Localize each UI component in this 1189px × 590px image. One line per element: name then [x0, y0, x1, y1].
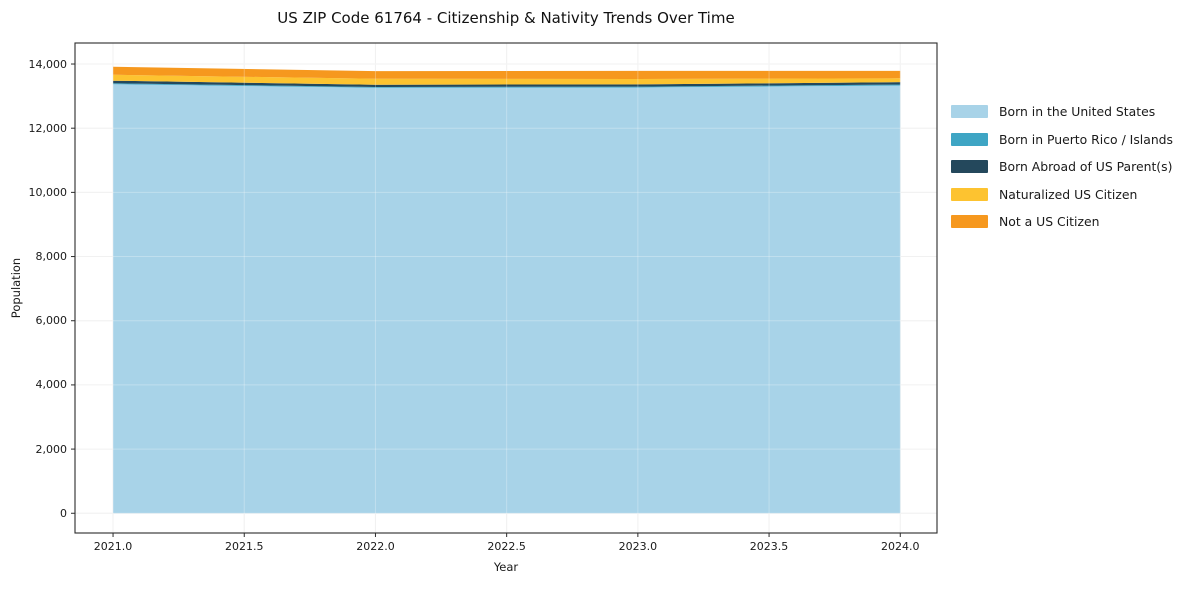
x-tick-label: 2021.5	[225, 540, 264, 553]
legend-item-born-in-the-united-states: Born in the United States	[951, 105, 1173, 118]
area-born-in-puerto-rico-islands	[113, 83, 901, 88]
area-born-abroad-of-us-parent-s	[113, 80, 901, 87]
y-tick-label: 10,000	[28, 185, 68, 199]
plot-border	[74, 42, 938, 534]
legend-item-label: Born in the United States	[999, 104, 1156, 119]
legend-item-label: Not a US Citizen	[999, 214, 1100, 229]
x-tick-label: 2023.5	[749, 540, 789, 553]
y-tick-label: 6,000	[35, 314, 68, 328]
legend-swatch-icon	[951, 132, 988, 146]
legend-item-label: Born Abroad of US Parent(s)	[999, 159, 1173, 174]
y-tick-label: 14,000	[28, 57, 68, 71]
x-tick-label: 2021.0	[93, 540, 133, 553]
legend-item-not-a-us-citizen: Not a US Citizen	[951, 215, 1173, 228]
chart-title: US ZIP Code 61764 - Citizenship & Nativi…	[277, 9, 735, 27]
area-born-in-the-united-states	[113, 84, 901, 514]
legend-item-label: Born in Puerto Rico / Islands	[999, 131, 1174, 147]
legend-item-born-abroad-of-us-parent-s: Born Abroad of US Parent(s)	[951, 160, 1173, 173]
legend-swatch-icon	[951, 215, 988, 228]
legend-swatch-icon	[951, 160, 988, 173]
legend-item-naturalized-us-citizen: Naturalized US Citizen	[951, 186, 1173, 202]
y-tick-label: 2,000	[35, 442, 68, 456]
y-tick-label: 12,000	[28, 121, 68, 135]
area-not-a-us-citizen	[113, 66, 901, 79]
y-axis-label: Population	[9, 257, 23, 319]
legend: Born in the United States Born in Puerto …	[951, 105, 1173, 228]
x-tick-label: 2022.5	[487, 540, 526, 553]
legend-item-label: Naturalized US Citizen	[999, 186, 1138, 202]
x-tick-label: 2023.0	[618, 540, 658, 553]
legend-swatch-icon	[951, 105, 988, 118]
area-naturalized-us-citizen	[113, 74, 901, 85]
legend-item-born-in-puerto-rico-islands: Born in Puerto Rico / Islands	[951, 131, 1174, 147]
x-axis-label: Year	[493, 560, 519, 574]
legend-swatch-icon	[951, 187, 988, 201]
y-tick-label: 8,000	[35, 250, 68, 264]
x-tick-label: 2022.0	[356, 540, 395, 553]
y-tick-label: 4,000	[35, 378, 68, 392]
x-tick-label: 2024.0	[881, 540, 920, 553]
y-tick-label: 0	[60, 506, 67, 520]
